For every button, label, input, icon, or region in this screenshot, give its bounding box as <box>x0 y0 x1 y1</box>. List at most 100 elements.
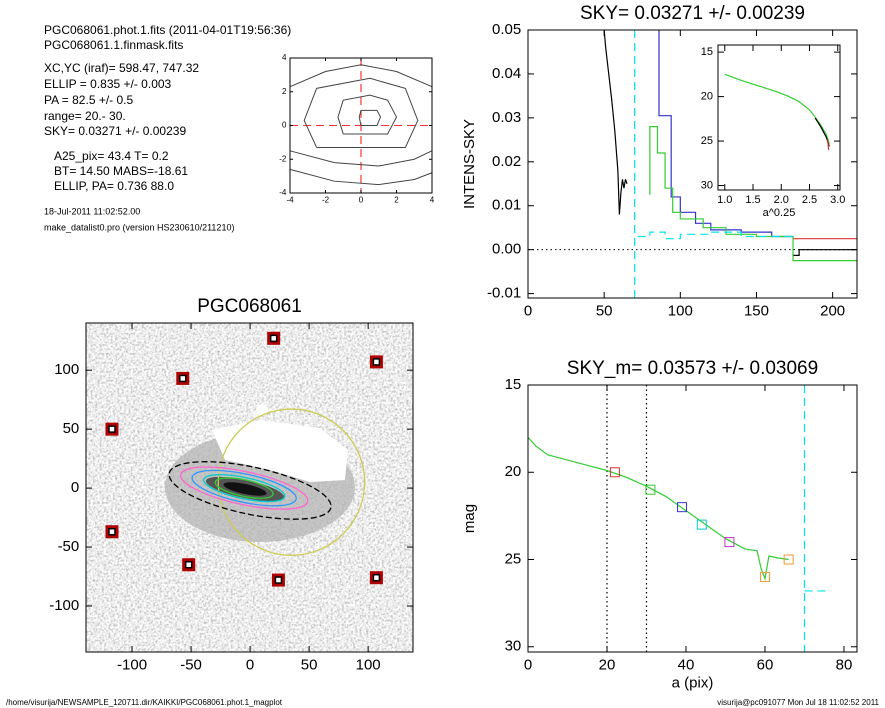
y-tick-label: 100 <box>54 361 79 378</box>
y-tick-label: -0.01 <box>487 285 521 302</box>
x-tick-label: -2 <box>322 195 330 204</box>
chart-title: SKY_m= 0.03573 +/- 0.03069 <box>567 358 818 379</box>
plot-frame <box>717 44 841 191</box>
y-axis-label: mag <box>461 504 478 533</box>
series-line <box>724 73 830 144</box>
plot-frame <box>527 384 858 653</box>
star-marker <box>267 331 281 345</box>
chart-contour <box>289 58 433 193</box>
x-tick-label: -50 <box>180 656 202 673</box>
x-tick-label: 60 <box>757 656 774 673</box>
point-marker <box>677 502 688 513</box>
y-tick-label: 0.02 <box>492 153 521 170</box>
star-marker <box>271 573 285 587</box>
y-tick-label: 0 <box>282 121 287 130</box>
star-marker <box>369 355 383 369</box>
series-line <box>792 249 857 256</box>
x-tick-label: 2.5 <box>802 194 817 206</box>
y-tick-label: 2 <box>282 87 287 96</box>
chart-title: PGC068061 <box>197 296 302 317</box>
date: 18-Jul-2011 11:02:52.00 <box>44 206 140 216</box>
x-axis-label: a^0.25 <box>763 207 796 219</box>
point-marker <box>724 537 735 548</box>
contour <box>289 64 433 88</box>
star-marker <box>105 525 119 539</box>
isophote-ellipse <box>191 469 297 507</box>
contour <box>289 168 433 186</box>
info-line: PGC068061.1.finmask.fits <box>44 38 183 52</box>
footer-user: visurija@pc091077 Mon Jul 18 11:02:52 20… <box>717 698 879 707</box>
info-line: PA = 82.5 +/- 0.5 <box>44 93 134 107</box>
contour <box>303 77 419 148</box>
point-marker <box>609 467 620 478</box>
point-marker <box>696 519 707 530</box>
star-marker-inner <box>274 576 283 584</box>
x-tick-label: 20 <box>599 656 616 673</box>
x-tick-label: 50 <box>301 656 318 673</box>
y-tick-label: 30 <box>701 179 713 191</box>
x-tick-label: -4 <box>286 195 294 204</box>
mask-region <box>212 420 348 482</box>
x-tick-label: 3.0 <box>830 194 845 206</box>
star-marker-inner <box>179 374 187 383</box>
star-marker-inner <box>372 573 381 582</box>
chart-image <box>105 331 383 587</box>
y-tick-label: 0.04 <box>492 65 521 82</box>
y-tick-label: 50 <box>63 420 80 437</box>
galaxy-core <box>223 482 267 496</box>
y-tick-label: -50 <box>58 538 80 555</box>
isophote-ellipse <box>203 473 286 503</box>
x-tick-label: 80 <box>836 656 853 673</box>
x-tick-label: 2 <box>394 195 399 204</box>
contour <box>337 94 398 135</box>
x-tick-label: 0 <box>524 302 532 319</box>
series-line <box>649 126 857 262</box>
y-tick-label: -2 <box>279 154 287 163</box>
series-line <box>658 30 794 238</box>
info-line: A25_pix= 43.4 T= 0.2 <box>54 149 169 163</box>
y-tick-label: 4 <box>282 53 287 62</box>
y-tick-label: -100 <box>49 597 79 614</box>
info-line: range= 20.- 30. <box>44 109 126 123</box>
y-tick-label: 0.05 <box>492 21 521 38</box>
program: make_datalist0.pro (version HS230610/211… <box>44 222 234 232</box>
x-tick-label: 4 <box>430 195 435 204</box>
series-line <box>637 231 794 240</box>
star-marker <box>105 422 119 436</box>
plot-frame <box>527 29 858 299</box>
star-marker-inner <box>269 334 278 343</box>
series-line <box>826 139 830 151</box>
x-axis-label: a (pix) <box>672 674 714 691</box>
y-tick-label: 25 <box>701 135 713 147</box>
y-axis-label: INTENS-SKY <box>461 119 478 209</box>
point-marker <box>645 484 656 495</box>
x-tick-label: 1.0 <box>717 194 732 206</box>
y-tick-label: 30 <box>505 638 522 655</box>
x-tick-label: -100 <box>117 656 147 673</box>
y-tick-label: 15 <box>701 46 713 58</box>
footer-path: /home/visurija/NEWSAMPLE_120711.dir/KAIK… <box>6 698 283 707</box>
y-tick-label: 0.01 <box>492 197 521 214</box>
star-marker-inner <box>372 358 381 366</box>
info-line: XC,YC (iraf)= 598.47, 747.32 <box>44 61 199 75</box>
x-tick-label: 40 <box>678 656 695 673</box>
y-tick-label: 20 <box>701 91 713 103</box>
chart-line <box>527 385 829 652</box>
contour <box>289 150 433 167</box>
chart-line <box>724 73 830 151</box>
star-marker <box>182 558 196 572</box>
isophote-ellipse <box>217 408 366 556</box>
info-line: PGC068061.phot.1.fits (2011-04-01T19:56:… <box>44 23 291 37</box>
series-line <box>527 436 789 581</box>
star-marker <box>176 371 190 385</box>
x-tick-label: 0 <box>524 656 532 673</box>
y-tick-label: 0 <box>71 479 79 496</box>
x-tick-label: 0 <box>359 195 364 204</box>
isophote-ellipse <box>179 466 309 510</box>
y-tick-label: 20 <box>505 463 522 480</box>
isophote-ellipse <box>168 461 332 520</box>
chart-line <box>528 29 857 298</box>
point-marker <box>759 571 770 582</box>
info-line: BT= 14.50 MABS=-18.61 <box>54 164 188 178</box>
